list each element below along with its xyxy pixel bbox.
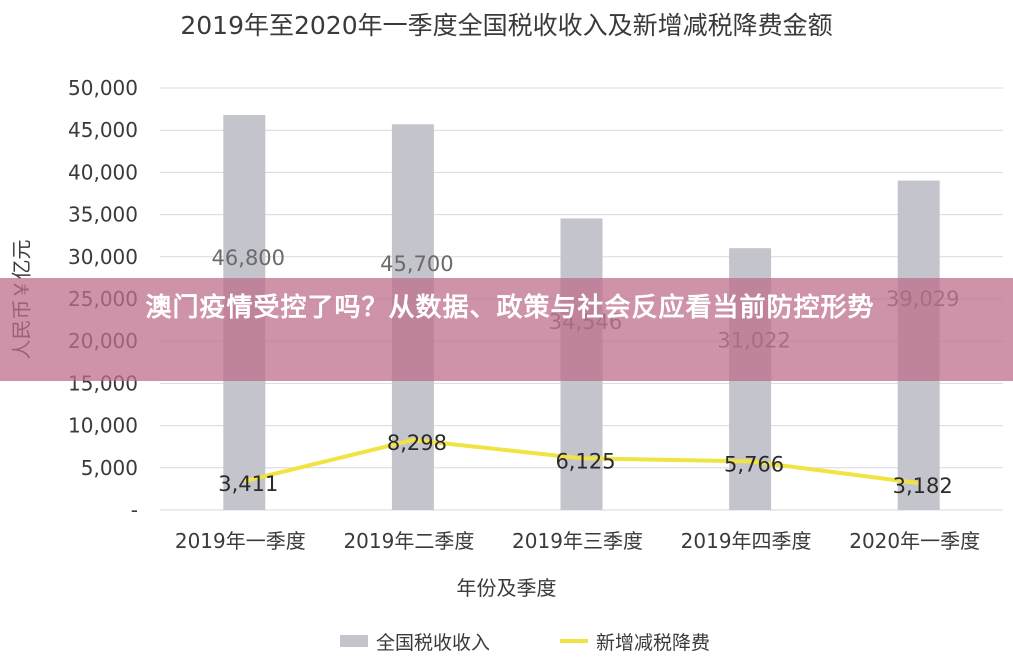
line-data-label: 3,182 (893, 474, 953, 498)
series-line (243, 437, 919, 486)
overlay-banner (0, 278, 1013, 381)
y-tick-label: 35,000 (68, 203, 138, 227)
legend-label-bar: 全国税收收入 (376, 631, 491, 654)
x-tick-label: 2020年一季度 (849, 529, 980, 553)
y-tick-label: 30,000 (68, 245, 138, 269)
bar-data-label: 46,800 (212, 246, 285, 270)
x-tick-label: 2019年四季度 (681, 529, 812, 553)
chart-title: 2019年至2020年一季度全国税收收入及新增减税降费金额 (180, 11, 833, 40)
y-tick-label: 40,000 (68, 160, 138, 184)
bar-data-label: 45,700 (380, 252, 453, 276)
legend-label-line: 新增减税降费 (596, 631, 711, 654)
line-data-label: 8,298 (387, 431, 447, 455)
legend-swatch-line (560, 639, 589, 643)
overlay-banner-text: 澳门疫情受控了吗？从数据、政策与社会反应看当前防控形势 (145, 293, 875, 323)
line-data-label: 5,766 (724, 452, 784, 476)
x-tick-label: 2019年一季度 (175, 529, 306, 553)
legend-swatch-bar (340, 635, 368, 647)
y-tick-label: - (131, 498, 138, 522)
y-tick-label: 45,000 (68, 118, 138, 142)
legend-item-bar: 全国税收收入 (340, 628, 490, 655)
legend: 全国税收收入 新增减税降费 (340, 628, 780, 654)
x-axis-label: 年份及季度 (456, 576, 557, 600)
line-data-label: 3,411 (218, 472, 278, 496)
y-tick-label: 5,000 (81, 456, 138, 480)
x-tick-label: 2019年三季度 (512, 529, 643, 553)
line-data-label: 6,125 (555, 449, 615, 473)
y-tick-label: 10,000 (68, 414, 138, 438)
legend-item-line: 新增减税降费 (560, 628, 710, 655)
y-tick-label: 50,000 (68, 76, 138, 100)
x-tick-label: 2019年二季度 (343, 529, 474, 553)
